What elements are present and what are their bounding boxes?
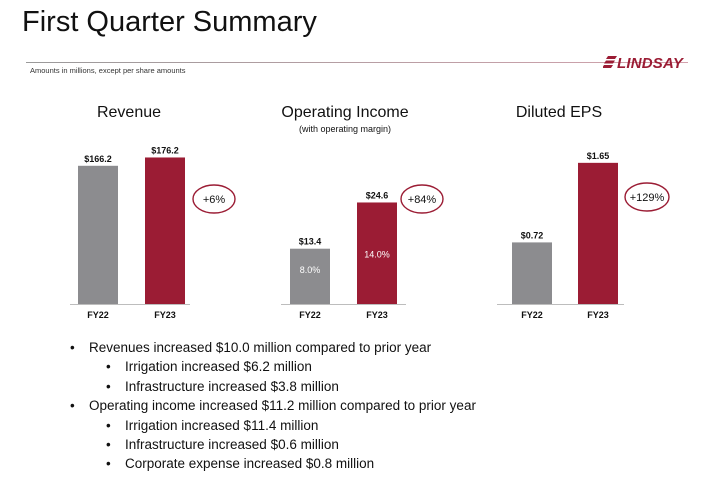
bullet-dot-icon: • <box>106 436 111 452</box>
revenue-change-badge <box>192 184 236 214</box>
eps-chart: $0.72 FY22 $1.65 FY23 +129% <box>497 151 670 320</box>
operating-income-chart: $13.4 8.0% FY22 $24.6 14.0% FY23 +84% <box>281 184 444 320</box>
eps-value-label-fy22: $0.72 <box>521 230 544 240</box>
revenue-category-label-fy22: FY22 <box>87 310 109 320</box>
operating-income-category-label-fy22: FY22 <box>299 310 321 320</box>
bullet-text: Operating income increased $11.2 million… <box>89 398 476 414</box>
eps-value-label-fy23: $1.65 <box>587 151 610 161</box>
revenue-category-label-fy23: FY23 <box>154 310 176 320</box>
revenue-change-label: +6% <box>203 194 226 206</box>
eps-bar-fy23 <box>578 162 618 304</box>
bullet-dot-icon: • <box>106 417 111 433</box>
revenue-chart-title: Revenue <box>96 104 162 121</box>
eps-bar-fy22 <box>512 242 552 304</box>
operating-income-margin-label-fy22: 8.0% <box>300 265 321 275</box>
eps-change-badge <box>624 182 670 212</box>
eps-change-label: +129% <box>630 192 665 204</box>
eps-category-label-fy23: FY23 <box>587 310 609 320</box>
operating-income-value-label-fy23: $24.6 <box>366 190 389 200</box>
company-logo: LINDSAY <box>603 55 695 72</box>
eps-chart-title: Diluted EPS <box>515 104 603 121</box>
operating-income-change-badge <box>400 184 444 214</box>
operating-income-margin-label-fy23: 14.0% <box>364 249 390 259</box>
operating-income-chart-title: Operating Income <box>281 104 409 121</box>
bullet-dot-icon: • <box>70 340 75 355</box>
revenue-value-label-fy23: $176.2 <box>151 145 179 155</box>
operating-income-change-label: +84% <box>408 194 437 206</box>
revenue-chart: $166.2 FY22 $176.2 FY23 +6% <box>70 145 236 320</box>
bullet-text: Infrastructure increased $0.6 million <box>125 436 339 452</box>
amounts-note: Amounts in millions, except per share am… <box>30 66 186 75</box>
bullet-text: Irrigation increased $6.2 million <box>125 359 312 375</box>
revenue-bar-fy23 <box>145 157 185 304</box>
bullet-dot-icon: • <box>106 359 111 375</box>
logo-mark-icon <box>603 56 617 68</box>
bullet-dot-icon: • <box>106 378 111 394</box>
operating-income-bar-fy22 <box>290 248 330 304</box>
logo-wordmark: LINDSAY <box>617 55 684 72</box>
page-title: First Quarter Summary <box>22 6 317 38</box>
bullet-text: Corporate expense increased $0.8 million <box>125 456 375 472</box>
revenue-bar-fy22 <box>78 165 118 304</box>
bullet-text: Revenues increased $10.0 million compare… <box>89 340 432 355</box>
bullet-dot-icon: • <box>106 456 111 472</box>
operating-income-category-label-fy23: FY23 <box>366 310 388 320</box>
revenue-value-label-fy22: $166.2 <box>84 154 112 164</box>
operating-income-value-label-fy22: $13.4 <box>299 237 322 247</box>
operating-income-chart-subtitle: (with operating margin) <box>298 124 392 134</box>
bullet-text: Infrastructure increased $3.8 million <box>125 378 339 394</box>
bullet-text: Irrigation increased $11.4 million <box>125 417 319 433</box>
eps-category-label-fy22: FY22 <box>521 310 543 320</box>
bullet-dot-icon: • <box>70 398 75 414</box>
title-divider <box>26 62 688 63</box>
operating-income-bar-fy23 <box>357 202 397 304</box>
